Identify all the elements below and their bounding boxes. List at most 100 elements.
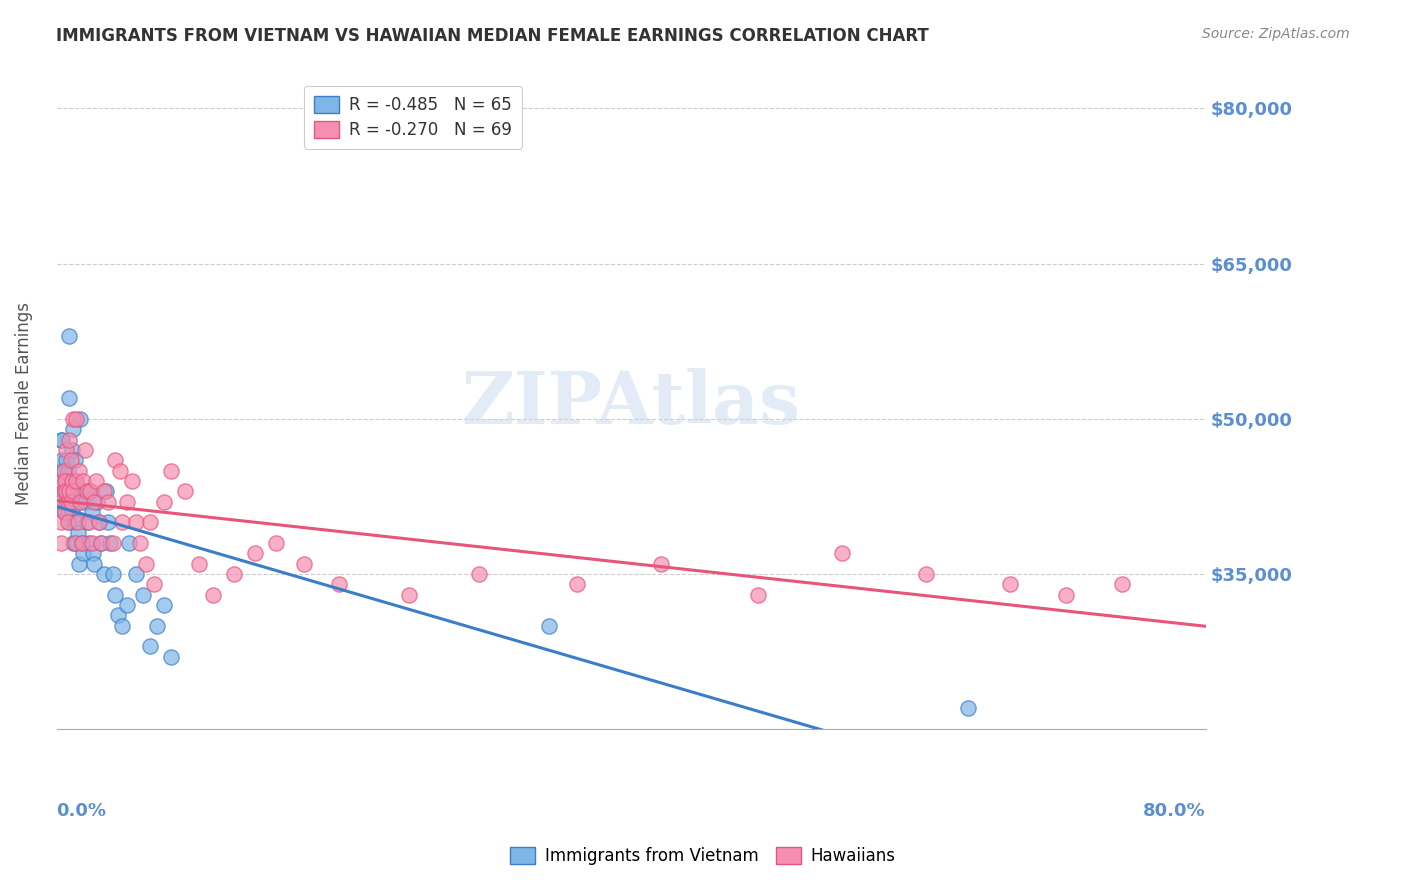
- Text: 80.0%: 80.0%: [1143, 802, 1206, 820]
- Text: IMMIGRANTS FROM VIETNAM VS HAWAIIAN MEDIAN FEMALE EARNINGS CORRELATION CHART: IMMIGRANTS FROM VIETNAM VS HAWAIIAN MEDI…: [56, 27, 929, 45]
- Point: [53, 494, 76, 508]
- Point: [60, 505, 83, 519]
- Point: [65, 474, 87, 488]
- Point: [79, 484, 101, 499]
- Point: [328, 577, 350, 591]
- Point: [111, 618, 134, 632]
- Point: [139, 516, 162, 530]
- Point: [51, 474, 73, 488]
- Point: [72, 546, 94, 560]
- Point: [76, 484, 98, 499]
- Point: [56, 505, 79, 519]
- Point: [650, 557, 672, 571]
- Point: [62, 484, 84, 499]
- Point: [69, 494, 91, 508]
- Point: [63, 516, 86, 530]
- Point: [49, 516, 72, 530]
- Text: 0.0%: 0.0%: [56, 802, 107, 820]
- Point: [73, 442, 96, 457]
- Point: [83, 494, 105, 508]
- Point: [98, 536, 121, 550]
- Point: [82, 546, 104, 560]
- Point: [537, 618, 560, 632]
- Point: [747, 588, 769, 602]
- Point: [915, 566, 938, 581]
- Point: [135, 557, 157, 571]
- Point: [62, 536, 84, 550]
- Point: [115, 598, 138, 612]
- Point: [62, 422, 84, 436]
- Point: [55, 494, 77, 508]
- Point: [65, 412, 87, 426]
- Point: [132, 588, 155, 602]
- Point: [76, 516, 98, 530]
- Point: [75, 494, 97, 508]
- Point: [49, 464, 72, 478]
- Point: [72, 474, 94, 488]
- Text: Source: ZipAtlas.com: Source: ZipAtlas.com: [1202, 27, 1350, 41]
- Point: [59, 453, 82, 467]
- Point: [60, 474, 83, 488]
- Point: [55, 453, 77, 467]
- Point: [59, 494, 82, 508]
- Point: [1111, 577, 1133, 591]
- Point: [83, 557, 105, 571]
- Point: [63, 453, 86, 467]
- Point: [292, 557, 315, 571]
- Point: [55, 484, 77, 499]
- Point: [69, 494, 91, 508]
- Point: [63, 536, 86, 550]
- Point: [62, 412, 84, 426]
- Point: [58, 391, 80, 405]
- Point: [77, 536, 100, 550]
- Point: [86, 494, 108, 508]
- Point: [264, 536, 287, 550]
- Point: [53, 484, 76, 499]
- Point: [1054, 588, 1077, 602]
- Legend: Immigrants from Vietnam, Hawaiians: Immigrants from Vietnam, Hawaiians: [501, 837, 905, 875]
- Point: [79, 484, 101, 499]
- Point: [56, 494, 79, 508]
- Point: [55, 474, 77, 488]
- Point: [97, 516, 120, 530]
- Point: [49, 433, 72, 447]
- Point: [55, 442, 77, 457]
- Point: [468, 566, 491, 581]
- Point: [80, 536, 103, 550]
- Y-axis label: Median Female Earnings: Median Female Earnings: [15, 301, 32, 505]
- Point: [65, 536, 87, 550]
- Point: [66, 484, 89, 499]
- Point: [111, 516, 134, 530]
- Point: [160, 649, 183, 664]
- Point: [70, 536, 93, 550]
- Legend: R = -0.485   N = 65, R = -0.270   N = 69: R = -0.485 N = 65, R = -0.270 N = 69: [304, 86, 522, 149]
- Point: [93, 566, 115, 581]
- Point: [94, 484, 117, 499]
- Point: [77, 516, 100, 530]
- Point: [53, 474, 76, 488]
- Point: [66, 516, 89, 530]
- Point: [87, 516, 110, 530]
- Point: [59, 494, 82, 508]
- Point: [998, 577, 1021, 591]
- Point: [153, 494, 176, 508]
- Point: [188, 557, 211, 571]
- Point: [104, 453, 127, 467]
- Point: [51, 453, 73, 467]
- Point: [56, 464, 79, 478]
- Point: [58, 433, 80, 447]
- Point: [69, 412, 91, 426]
- Point: [139, 640, 162, 654]
- Point: [93, 484, 115, 499]
- Text: ZIPAtlas: ZIPAtlas: [461, 368, 800, 439]
- Point: [49, 536, 72, 550]
- Point: [52, 484, 75, 499]
- Point: [52, 505, 75, 519]
- Point: [52, 484, 75, 499]
- Point: [58, 484, 80, 499]
- Point: [107, 608, 129, 623]
- Point: [97, 494, 120, 508]
- Point: [67, 557, 90, 571]
- Point: [831, 546, 853, 560]
- Point: [398, 588, 420, 602]
